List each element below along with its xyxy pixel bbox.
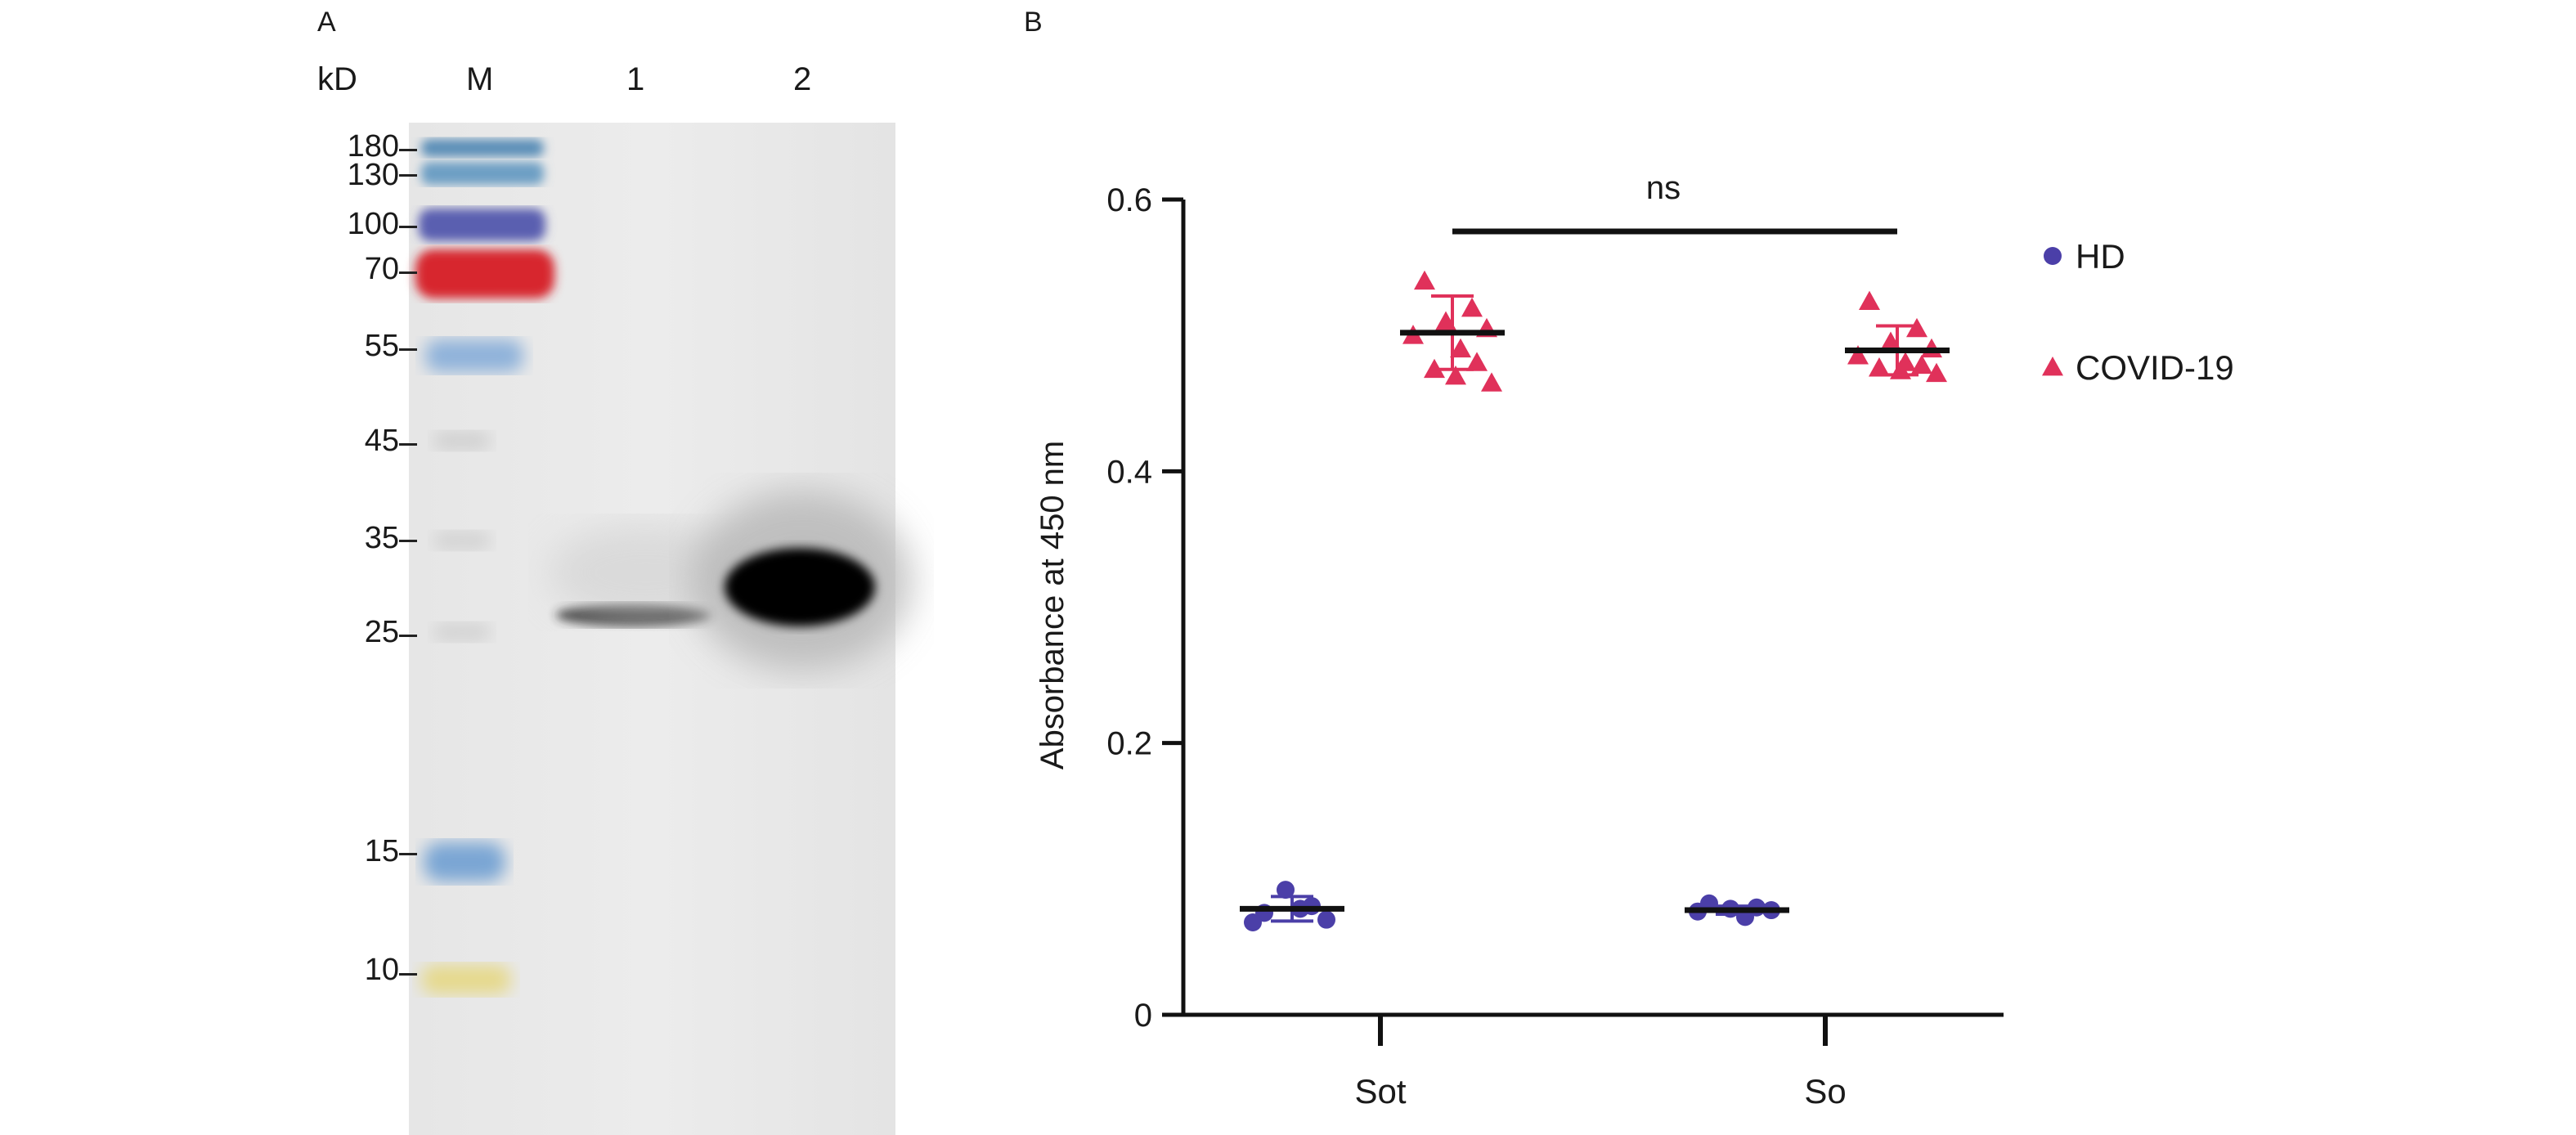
mw-label-35: 35 (364, 521, 399, 555)
kd-unit-label: kD (317, 61, 357, 97)
ladder-band-180 (421, 139, 544, 157)
lane-label-2: 2 (793, 61, 812, 97)
y-tick-label: 0.2 (1106, 726, 1152, 762)
mw-tick-35 (399, 540, 417, 542)
y-tick-label: 0.4 (1106, 454, 1152, 490)
mw-tick-70 (399, 271, 417, 274)
mw-label-25: 25 (364, 615, 399, 649)
mw-tick-130 (399, 174, 417, 177)
ladder-band-25 (433, 623, 491, 641)
y-tick-label: 0.6 (1106, 182, 1152, 218)
mw-tick-25 (399, 635, 417, 637)
covid-point (1906, 317, 1928, 338)
y-axis-label: Absorbance at 450 nm (1034, 441, 1070, 769)
mw-label-15: 15 (364, 834, 399, 868)
mw-tick-10 (399, 973, 417, 976)
covid-point (1911, 354, 1932, 375)
ladder-band-100 (419, 209, 545, 241)
mw-tick-100 (399, 226, 417, 228)
ladder-band-45 (433, 432, 491, 450)
marker-ladder (415, 139, 554, 994)
mw-label-130: 130 (347, 158, 399, 192)
covid-point (1461, 297, 1483, 317)
legend-marker-covid (2042, 357, 2063, 376)
mw-label-10: 10 (364, 953, 399, 987)
lane-label-1: 1 (626, 61, 645, 97)
mw-tick-180 (399, 149, 417, 151)
ladder-band-70 (415, 249, 554, 298)
legend-label: COVID-19 (2076, 348, 2234, 387)
gel-image (409, 123, 912, 1135)
covid-point (1466, 352, 1488, 371)
lane-label-marker: M (466, 61, 494, 97)
mw-tick-55 (399, 348, 417, 351)
covid-point (1481, 372, 1502, 392)
legend-marker-hd (2044, 247, 2062, 265)
chart-axes: 0 0.2 0.4 0.6 Sot So (1106, 182, 2004, 1110)
covid-point (1847, 345, 1869, 365)
hd-point (1277, 881, 1295, 899)
hd-point (1317, 910, 1335, 929)
ladder-band-35 (433, 532, 491, 550)
covid-point (1450, 338, 1471, 358)
covid-point (1414, 270, 1435, 290)
significance-label: ns (1646, 170, 1681, 206)
mw-label-45: 45 (364, 424, 399, 458)
covid-point (1926, 362, 1947, 383)
mw-tick-45 (399, 443, 417, 446)
lane-2-band (725, 548, 875, 626)
covid-point (1869, 357, 1890, 377)
ladder-band-10 (421, 965, 511, 994)
mw-label-180: 180 (347, 129, 399, 164)
ladder-band-15 (424, 842, 505, 882)
gel-panel: kD M 1 2 (0, 0, 981, 1135)
ladder-band-55 (425, 339, 523, 372)
absorbance-chart: 0 0.2 0.4 0.6 Sot So ns HD COVID-19 Absorbance … (1034, 170, 2234, 1110)
covid-point (1445, 366, 1466, 385)
hd-point (1244, 913, 1262, 932)
x-tick-label: So (1804, 1072, 1846, 1110)
panel-a-label: A (317, 7, 336, 38)
mw-tick-15 (399, 853, 417, 855)
panel-b-label: B (1024, 7, 1043, 38)
mw-label-100: 100 (347, 207, 399, 241)
y-tick-label: 0 (1134, 998, 1152, 1034)
x-tick-label: Sot (1354, 1072, 1406, 1110)
covid-point (1859, 290, 1880, 311)
legend-label: HD (2076, 237, 2125, 276)
chart-marks: ns HD COVID-19 (1240, 170, 2234, 932)
mw-label-55: 55 (364, 329, 399, 363)
mw-label-70: 70 (364, 252, 399, 286)
ladder-band-130 (421, 162, 544, 185)
